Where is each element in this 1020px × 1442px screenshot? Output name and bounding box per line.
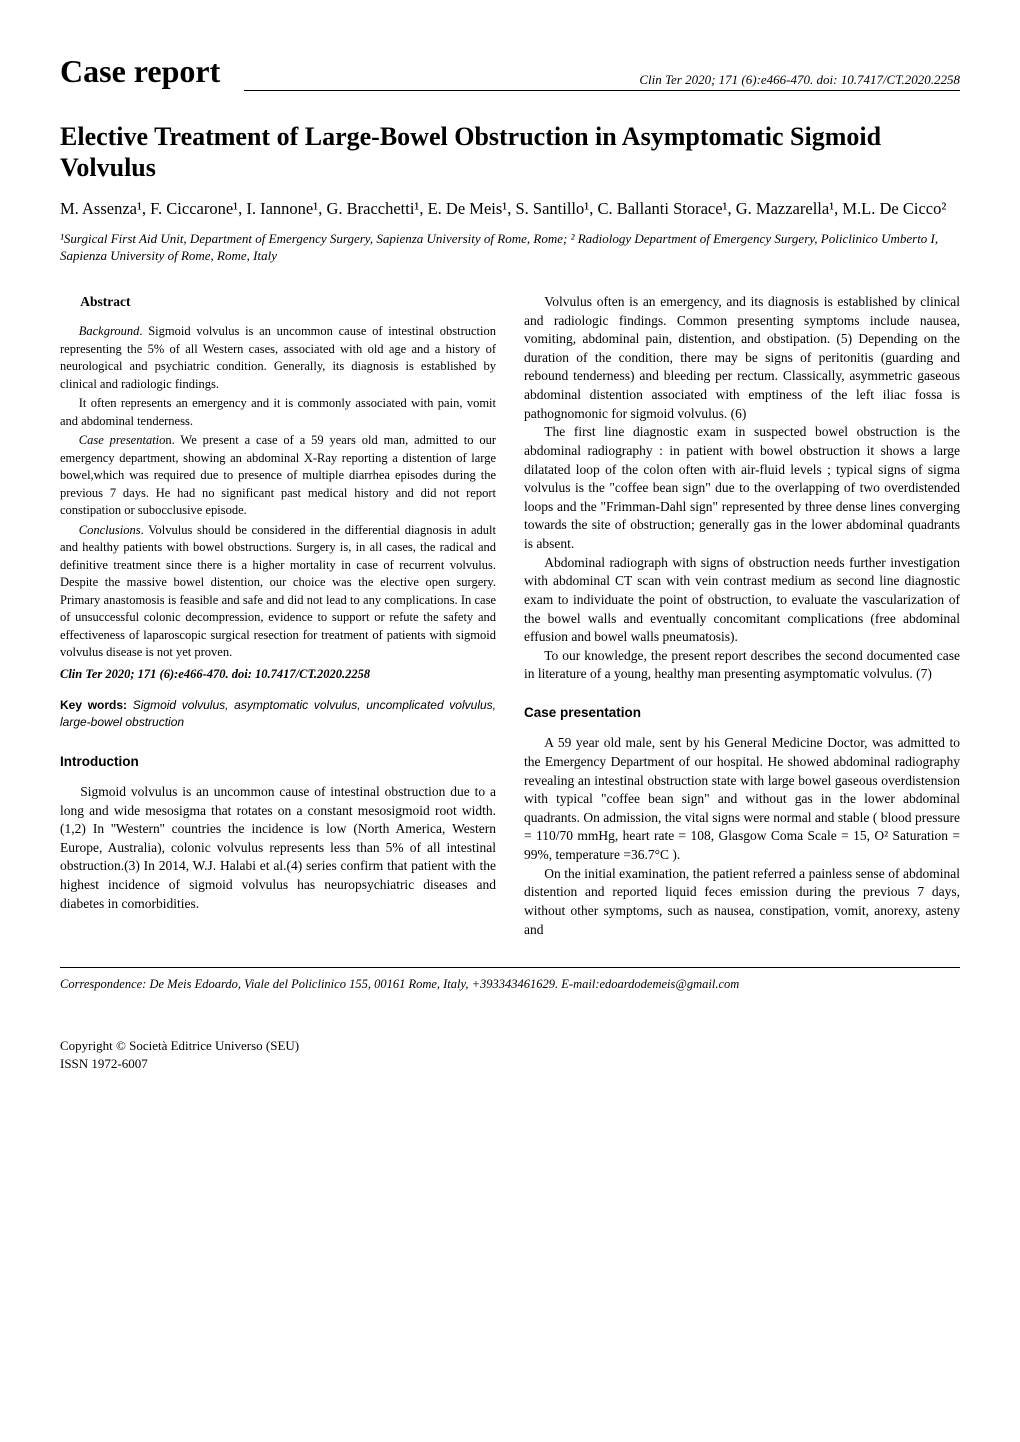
correspondence-lead: Correspondence (60, 977, 142, 991)
case-para-2: On the initial examination, the patient … (524, 865, 960, 940)
authors-line: M. Assenza¹, F. Ciccarone¹, I. Iannone¹,… (60, 198, 960, 220)
intro-para-2: Volvulus often is an emergency, and its … (524, 293, 960, 423)
correspondence-line: Correspondence: De Meis Edoardo, Viale d… (60, 976, 960, 993)
affiliations: ¹Surgical First Aid Unit, Department of … (60, 230, 960, 265)
footer-block: Copyright © Società Editrice Universo (S… (60, 1037, 960, 1072)
keywords-block: Key words: Sigmoid volvulus, asymptomati… (60, 697, 496, 731)
correspondence-block: Correspondence: De Meis Edoardo, Viale d… (60, 967, 960, 993)
intro-para-5: To our knowledge, the present report des… (524, 647, 960, 684)
intro-para-4: Abdominal radiograph with signs of obstr… (524, 554, 960, 647)
abstract-heading: Abstract (60, 293, 496, 311)
abstract-case-lead: Case presentatio (79, 433, 166, 447)
header-rule (244, 90, 960, 91)
article-title: Elective Treatment of Large-Bowel Obstru… (60, 121, 960, 183)
case-presentation-heading: Case presentation (524, 704, 960, 722)
intro-para-3: The first line diagnostic exam in suspec… (524, 423, 960, 553)
abstract-conclusions-text: . Volvulus should be considered in the d… (60, 523, 496, 660)
abstract-conclusions-lead: Conclusions (79, 523, 141, 537)
abstract-conclusions: Conclusions. Volvulus should be consider… (60, 522, 496, 662)
abstract-p2: It often represents an emergency and it … (60, 395, 496, 430)
correspondence-text: : De Meis Edoardo, Viale del Policlinico… (142, 977, 739, 991)
header-citation: Clin Ter 2020; 171 (6):e466-470. doi: 10… (244, 71, 960, 89)
case-para-1: A 59 year old male, sent by his General … (524, 734, 960, 864)
abstract-citation: Clin Ter 2020; 171 (6):e466-470. doi: 10… (60, 666, 496, 684)
introduction-heading: Introduction (60, 753, 496, 771)
header-bar: Case report Clin Ter 2020; 171 (6):e466-… (60, 50, 960, 93)
abstract-background-lead: Background (79, 324, 140, 338)
issn-line: ISSN 1972-6007 (60, 1055, 960, 1073)
abstract-background: Background. Sigmoid volvulus is an uncom… (60, 323, 496, 393)
abstract-case-presentation: Case presentation. We present a case of … (60, 432, 496, 520)
intro-para-1: Sigmoid volvulus is an uncommon cause of… (60, 783, 496, 913)
header-rule-block: Clin Ter 2020; 171 (6):e466-470. doi: 10… (244, 71, 960, 94)
keywords-label: Key words: (60, 698, 127, 712)
section-name: Case report (60, 50, 220, 93)
body-columns: Abstract Background. Sigmoid volvulus is… (60, 293, 960, 939)
copyright-line: Copyright © Società Editrice Universo (S… (60, 1037, 960, 1055)
